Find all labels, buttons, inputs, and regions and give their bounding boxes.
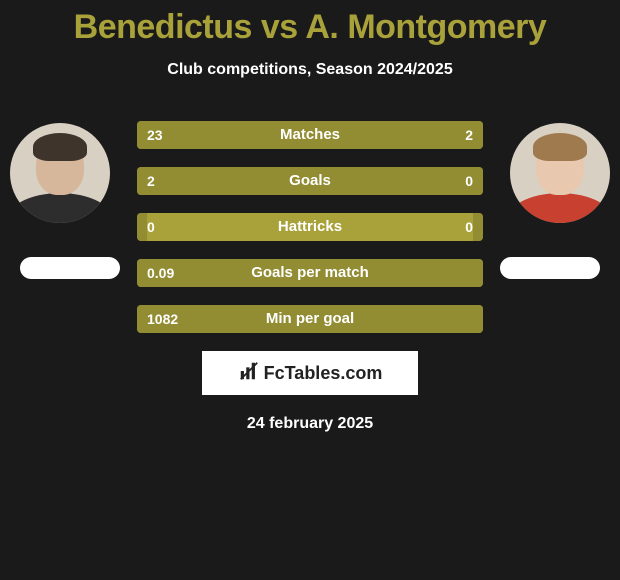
stat-value-right: 0: [455, 167, 483, 195]
page-title: Benedictus vs A. Montgomery: [0, 8, 620, 47]
stat-row-goals-per-match: 0.09 Goals per match: [137, 259, 483, 287]
stat-value-right: 2: [455, 121, 483, 149]
stat-row-min-per-goal: 1082 Min per goal: [137, 305, 483, 333]
player-left-club-badge: [20, 257, 120, 279]
date-text: 24 february 2025: [0, 415, 620, 433]
bar-chart-icon: [238, 360, 260, 387]
player-right-club-badge: [500, 257, 600, 279]
subtitle: Club competitions, Season 2024/2025: [0, 61, 620, 79]
stat-row-hattricks: 0 Hattricks 0: [137, 213, 483, 241]
branding-badge: FcTables.com: [202, 351, 418, 395]
compare-area: 23 Matches 2 2 Goals 0 0 Hattricks 0: [0, 121, 620, 333]
comparison-card: Benedictus vs A. Montgomery Club competi…: [0, 0, 620, 433]
stat-label: Goals: [137, 167, 483, 195]
stat-row-goals: 2 Goals 0: [137, 167, 483, 195]
stats-list: 23 Matches 2 2 Goals 0 0 Hattricks 0: [137, 121, 483, 333]
branding-text: FcTables.com: [264, 363, 383, 384]
stat-label: Matches: [137, 121, 483, 149]
player-right-avatar: [510, 123, 610, 223]
player-left-avatar: [10, 123, 110, 223]
stat-label: Min per goal: [137, 305, 483, 333]
stat-value-right: 0: [455, 213, 483, 241]
stat-label: Hattricks: [137, 213, 483, 241]
stat-label: Goals per match: [137, 259, 483, 287]
stat-row-matches: 23 Matches 2: [137, 121, 483, 149]
